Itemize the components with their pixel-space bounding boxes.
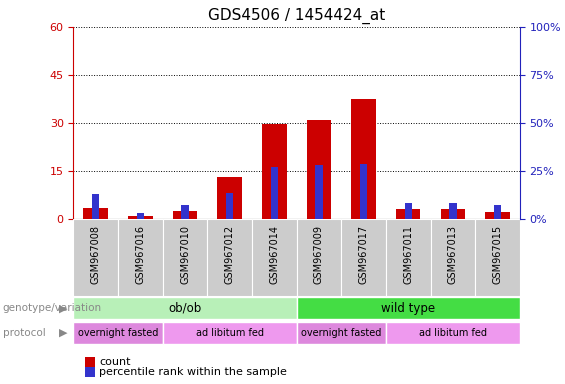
Text: GSM967012: GSM967012: [225, 225, 234, 284]
Text: wild type: wild type: [381, 302, 435, 314]
Bar: [73, 322, 163, 344]
Bar: [73, 297, 297, 319]
Bar: [431, 219, 475, 296]
Bar: [360, 164, 367, 219]
Text: ▶: ▶: [59, 303, 68, 313]
Text: overnight fasted: overnight fasted: [301, 328, 381, 338]
Title: GDS4506 / 1454424_at: GDS4506 / 1454424_at: [208, 8, 385, 24]
Text: ▶: ▶: [59, 328, 68, 338]
Bar: [297, 219, 341, 296]
Text: percentile rank within the sample: percentile rank within the sample: [99, 367, 287, 377]
Bar: [271, 167, 278, 219]
Bar: [118, 219, 163, 296]
Bar: [84, 208, 108, 219]
Bar: [386, 219, 431, 296]
Text: GSM967016: GSM967016: [136, 225, 145, 284]
Bar: [297, 322, 386, 344]
Text: GSM967011: GSM967011: [403, 225, 413, 284]
Bar: [441, 209, 465, 219]
Bar: [405, 203, 412, 219]
Text: ad libitum fed: ad libitum fed: [419, 328, 487, 338]
Bar: [262, 124, 286, 219]
Bar: [218, 177, 242, 219]
Text: GSM967014: GSM967014: [270, 225, 279, 284]
Text: GSM967008: GSM967008: [91, 225, 101, 284]
Text: GSM967009: GSM967009: [314, 225, 324, 284]
Bar: [386, 322, 520, 344]
Text: ad libitum fed: ad libitum fed: [195, 328, 264, 338]
Bar: [163, 219, 207, 296]
Bar: [226, 193, 233, 219]
Bar: [73, 219, 118, 296]
Bar: [128, 216, 153, 219]
Text: GSM967017: GSM967017: [359, 225, 368, 284]
Bar: [92, 194, 99, 219]
Bar: [485, 212, 510, 219]
Bar: [173, 211, 197, 219]
Bar: [297, 297, 520, 319]
Bar: [315, 165, 323, 219]
Text: count: count: [99, 357, 131, 367]
Text: protocol: protocol: [3, 328, 46, 338]
Bar: [449, 203, 457, 219]
Bar: [341, 219, 386, 296]
Text: GSM967015: GSM967015: [493, 225, 502, 284]
Text: genotype/variation: genotype/variation: [3, 303, 102, 313]
Bar: [163, 322, 297, 344]
Text: overnight fasted: overnight fasted: [78, 328, 158, 338]
Bar: [252, 219, 297, 296]
Text: GSM967013: GSM967013: [448, 225, 458, 284]
Text: ob/ob: ob/ob: [168, 302, 202, 314]
Bar: [307, 120, 331, 219]
Bar: [137, 213, 144, 219]
Bar: [207, 219, 252, 296]
Bar: [181, 205, 189, 219]
Bar: [475, 219, 520, 296]
Bar: [396, 209, 420, 219]
Bar: [494, 205, 501, 219]
Bar: [351, 99, 376, 219]
Text: GSM967010: GSM967010: [180, 225, 190, 284]
